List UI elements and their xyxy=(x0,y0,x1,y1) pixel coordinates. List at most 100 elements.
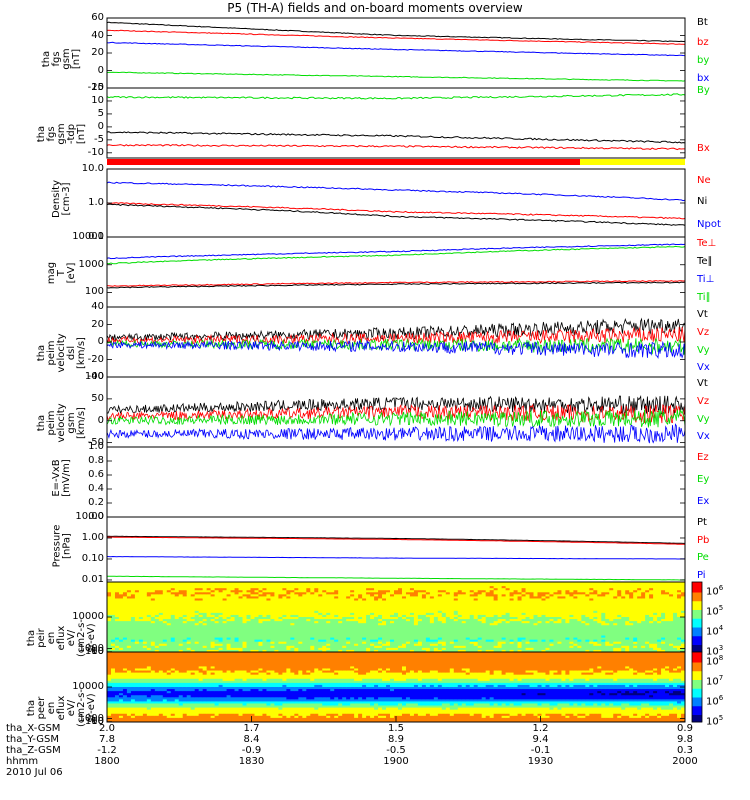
y-tick-label: 20 xyxy=(91,47,104,58)
series-line-fgs_tdp-2 xyxy=(106,131,686,144)
panel-frame-fgs_tdp xyxy=(106,87,686,159)
footer-row-label: tha_X-GSM xyxy=(6,723,61,734)
colorbar-label: 103 xyxy=(706,644,724,658)
y-tick-label: 20 xyxy=(91,318,104,330)
chart-title: P5 (TH-A) fields and on-board moments ov… xyxy=(227,1,523,15)
y-axis-label: tha peim velocity dsl [km/s] xyxy=(36,333,87,373)
series-line-peim_dsl-0 xyxy=(106,317,686,342)
panel-peim_gsm xyxy=(106,376,686,448)
panel-frame-density xyxy=(106,168,686,238)
series-line-fgs_gsm-2 xyxy=(106,71,686,82)
y-tick-label: 1.00 xyxy=(81,531,104,543)
legend-entry: Vx xyxy=(697,362,710,373)
y-tick-label: -20 xyxy=(87,82,104,93)
legend-entry: Ey xyxy=(697,474,710,485)
colorbar-peer xyxy=(691,651,703,723)
series-line-density-0 xyxy=(106,202,686,220)
series-line-temp-2 xyxy=(106,243,686,260)
y-tick-label: 0.2 xyxy=(88,497,104,508)
legend-entry: bz xyxy=(697,37,709,48)
footer-value: 2000 xyxy=(672,756,698,767)
y-tick-label: 60 xyxy=(91,12,104,23)
y-tick-label: 1000 xyxy=(78,642,104,654)
y-tick-label: 1000 xyxy=(78,712,104,724)
legend-entry: Vt xyxy=(697,378,708,389)
series-line-pressure-1 xyxy=(107,536,686,545)
series-line-temp-0 xyxy=(106,280,686,287)
legend-entry: Pe xyxy=(697,552,709,563)
series-line-temp-1 xyxy=(106,281,686,289)
legend-entry: Te⊥ xyxy=(697,238,717,249)
series-line-peim_gsm-1 xyxy=(106,403,686,424)
footer-value: 1930 xyxy=(527,756,554,767)
panel-fgs_tdp xyxy=(106,87,686,159)
series-line-density-2 xyxy=(106,181,686,202)
y-tick-label: 10000 xyxy=(72,611,104,623)
y-tick-label: 0.01 xyxy=(81,573,104,585)
legend-entry: Vt xyxy=(697,309,708,320)
legend-entry: Ni xyxy=(697,196,708,207)
y-tick-label: 0.6 xyxy=(88,469,104,480)
y-tick-label: 0 xyxy=(97,64,104,76)
footer-value: 1.5 xyxy=(388,723,404,734)
legend-entry: Vz xyxy=(697,396,710,407)
footer-value: 9.8 xyxy=(677,734,693,745)
series-line-pressure-3 xyxy=(106,555,685,560)
y-tick-label: 0.4 xyxy=(88,483,104,494)
series-line-peim_gsm-2 xyxy=(106,409,686,428)
footer-row-label: tha_Y-GSM xyxy=(6,734,60,745)
y-tick-label: 0.10 xyxy=(81,552,104,564)
footer-value: 1800 xyxy=(94,756,120,767)
footer-value: 1830 xyxy=(238,756,265,767)
y-tick-label: 10 xyxy=(91,646,104,657)
footer-value: 8.9 xyxy=(388,734,404,745)
legend-entry: Te∥ xyxy=(697,256,713,267)
y-axis-label: Density [cm-3] xyxy=(51,179,72,219)
y-tick-label: 100 xyxy=(84,286,104,298)
legend-entry: Npot xyxy=(697,219,721,230)
colorbar-label: 105 xyxy=(706,714,724,728)
panel-frame-temp xyxy=(106,236,686,308)
y-axis-label: mag T [eV] xyxy=(46,261,77,285)
footer-value: 1.2 xyxy=(532,723,549,734)
panel-frame-pressure xyxy=(106,516,686,583)
footer-value: 9.4 xyxy=(532,734,549,745)
legend-entry: Ti⊥ xyxy=(697,274,715,285)
y-tick-label: 10 xyxy=(91,94,104,106)
series-line-fgs_tdp-1 xyxy=(106,144,685,151)
series-line-fgs_gsm-3 xyxy=(106,41,686,57)
y-axis-label: tha peir en eflux eV/ (cm2-s- sr-eV) xyxy=(26,619,97,657)
panel-frame-efield xyxy=(106,446,686,518)
series-line-fgs_gsm-0 xyxy=(106,21,686,43)
footer-value: 8.4 xyxy=(243,734,260,745)
panel-pressure xyxy=(106,516,686,583)
panel-peer xyxy=(106,651,703,723)
legend-entry: Pt xyxy=(697,517,707,528)
y-tick-label: 0 xyxy=(97,120,104,132)
legend-entry: Pi xyxy=(697,570,706,581)
series-line-temp-3 xyxy=(106,245,686,265)
panel-peim_dsl xyxy=(106,306,686,378)
y-tick-label: 0.1 xyxy=(88,231,104,242)
y-axis-label: tha fgs gsm -tdp [nT] xyxy=(36,123,87,145)
y-tick-label: 0 xyxy=(97,336,104,347)
legend-entry: Bx xyxy=(697,143,710,154)
legend-entry: bx xyxy=(697,73,710,84)
colorbar-label: 105 xyxy=(706,604,724,618)
y-tick-label: 100 xyxy=(84,645,104,657)
y-tick-label: -5 xyxy=(94,133,104,145)
footer-value: 1.7 xyxy=(243,723,260,734)
footer-value: -0.9 xyxy=(241,745,262,756)
y-axis-label: tha fgs gsm [nT] xyxy=(41,48,82,70)
legend-entry: Vx xyxy=(697,431,710,442)
y-axis-label: E=-VxB [mV/m] xyxy=(51,459,72,497)
footer-value: -1.2 xyxy=(97,745,117,756)
colorbar-label: 106 xyxy=(706,584,724,598)
footer-value: 1900 xyxy=(383,756,409,767)
series-line-density-1 xyxy=(106,203,686,226)
legend-entry: Ne xyxy=(697,175,711,186)
footer-row-label: tha_Z-GSM xyxy=(6,745,61,756)
y-tick-label: 100 xyxy=(84,715,104,727)
series-line-pressure-0 xyxy=(106,535,685,544)
